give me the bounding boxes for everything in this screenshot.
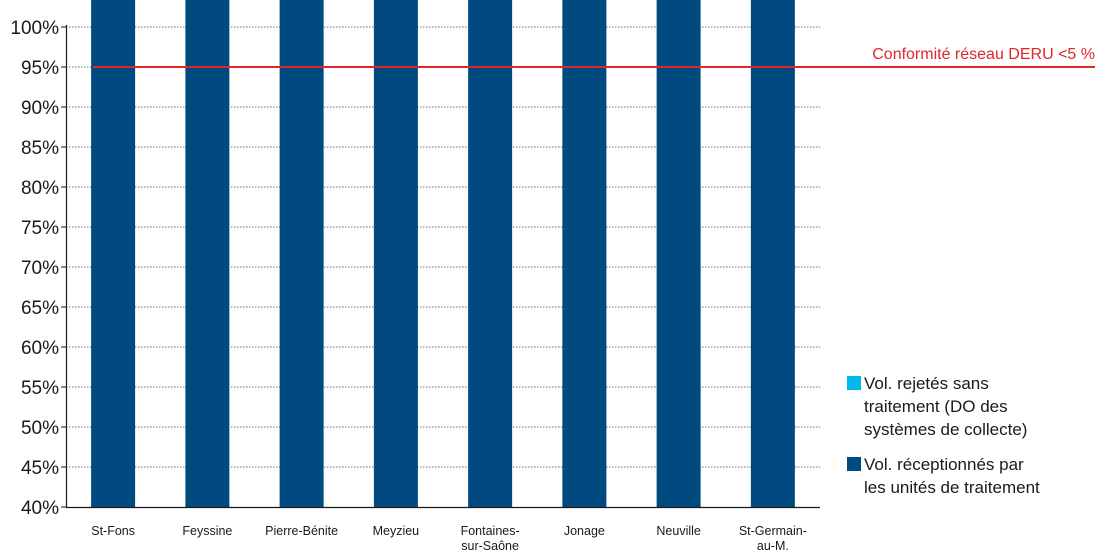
legend: Vol. rejetés sans traitement (DO des systè… (847, 374, 1040, 497)
y-tick-label: 90% (21, 98, 59, 119)
x-tick-label: Fontaines- (461, 524, 520, 538)
y-tick-label: 75% (21, 218, 59, 239)
bar-segment-received (373, 0, 418, 507)
x-tick-label: St-Germain- (739, 524, 807, 538)
x-tick-label: Feyssine (182, 524, 232, 538)
x-tick-label: Neuville (656, 524, 701, 538)
bar-segment-received (468, 0, 513, 507)
y-tick-labels: 40% 45% 50% 55% 60% 65% 70% 75% 80% 85% 90% 95% 100% (10, 18, 59, 519)
y-tick-label: 100% (10, 18, 59, 39)
x-tick-label: au-M. (757, 539, 789, 553)
reference-line-group: Conformité réseau DERU <5 % (93, 46, 1095, 68)
y-tick-label: 65% (21, 298, 59, 319)
reference-line-label: Conformité réseau DERU <5 % (872, 46, 1095, 63)
y-tick-label: 55% (21, 378, 59, 399)
y-tick-label: 40% (21, 498, 59, 519)
y-tick-label: 45% (21, 458, 59, 479)
y-tick-label: 50% (21, 418, 59, 439)
legend-label: Vol. rejetés sans (864, 374, 989, 393)
x-tick-label: sur-Saône (461, 539, 519, 553)
legend-swatch-rejected (847, 376, 861, 390)
legend-label: traitement (DO des (864, 397, 1008, 416)
legend-label: systèmes de collecte) (864, 420, 1027, 439)
bar-segment-received (279, 0, 324, 507)
x-tick-label: Pierre-Bénite (265, 524, 338, 538)
y-tick-label: 85% (21, 138, 59, 159)
x-tick-label: St-Fons (91, 524, 135, 538)
bar-segment-received (750, 0, 795, 507)
legend-label: les unités de traitement (864, 478, 1040, 497)
bar-segment-received (562, 0, 607, 507)
legend-label: Vol. réceptionnés par (864, 455, 1024, 474)
bar-segment-received (656, 0, 701, 507)
gridlines (66, 26, 820, 468)
bar-segment-received (91, 0, 136, 507)
axes (61, 25, 820, 509)
y-tick-label: 60% (21, 338, 59, 359)
y-tick-label: 95% (21, 58, 59, 79)
bar-segment-received (185, 0, 230, 507)
x-tick-labels: St-Fons Feyssine Pierre-Bénite Meyzieu Fonta… (91, 524, 807, 553)
y-tick-label: 80% (21, 178, 59, 199)
bars (91, 0, 795, 507)
y-tick-label: 70% (21, 258, 59, 279)
legend-swatch-received (847, 457, 861, 471)
x-tick-label: Meyzieu (373, 524, 420, 538)
x-tick-label: Jonage (564, 524, 605, 538)
